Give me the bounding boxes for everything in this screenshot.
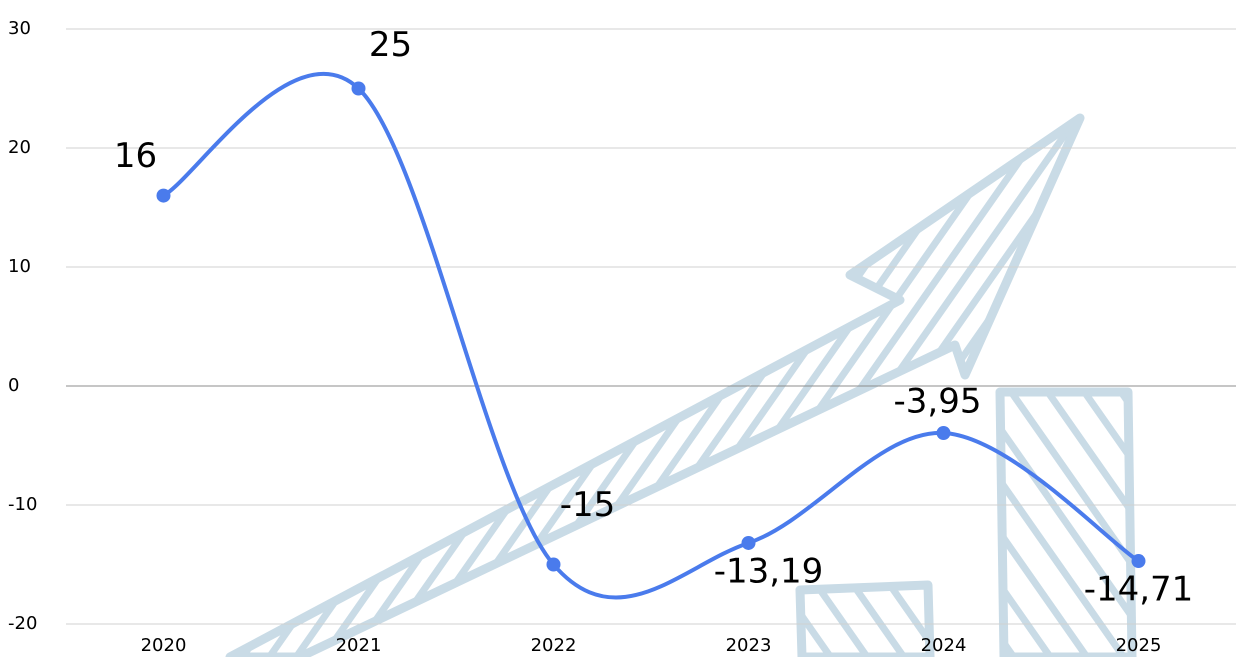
y-tick-label: 0	[8, 375, 19, 396]
y-tick-label: 10	[8, 256, 31, 277]
plot: 16 25 -15 -13,19 -3,95 -14,71	[114, 25, 1193, 610]
point	[1131, 554, 1146, 569]
data-label: -3,95	[894, 382, 982, 422]
point	[351, 81, 366, 96]
point	[156, 188, 171, 203]
x-tick-label: 2025	[1116, 635, 1162, 656]
x-tick-label: 2022	[531, 635, 577, 656]
y-tick-label: 30	[8, 18, 31, 39]
data-label: -13,19	[714, 551, 824, 591]
sketch-arrow	[225, 113, 1085, 657]
point	[936, 426, 951, 441]
x-tick-label: 2023	[726, 635, 772, 656]
point	[741, 535, 756, 550]
grid: -20 -10 0 10 20 30 2020 2021 2022 2023 2024 2025	[8, 18, 1236, 656]
sketch-bar	[995, 387, 1137, 657]
line	[162, 71, 1140, 600]
data-label: -15	[560, 485, 616, 525]
y-tick-label: 20	[8, 137, 31, 158]
x-tick-label: 2021	[336, 635, 382, 656]
x-tick-label: 2020	[141, 635, 187, 656]
y-tick-label: -20	[8, 613, 37, 634]
background-sketch	[225, 113, 1137, 657]
data-label: 25	[369, 25, 412, 65]
y-tick-label: -10	[8, 494, 37, 515]
data-label: 16	[114, 136, 157, 176]
x-tick-label: 2024	[921, 635, 967, 656]
data-label: -14,71	[1084, 570, 1194, 610]
point	[546, 557, 561, 572]
sketch-bar	[795, 580, 935, 657]
